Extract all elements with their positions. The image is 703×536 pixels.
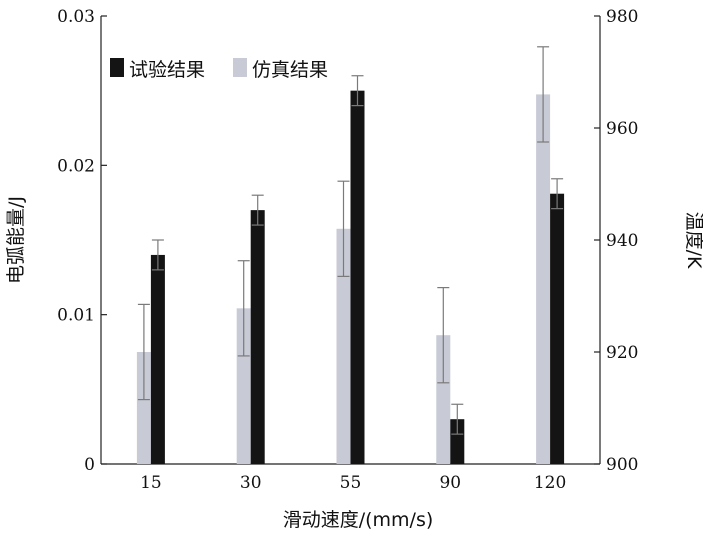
tick-labels: 0 0.01 0.02 0.03 900 920 940 960 980 15 30 55 90 120 [57,7,638,493]
error-bars [137,46,564,435]
simulation-bar [436,335,451,464]
legend-label-experiment: 试验结果 [129,59,205,81]
right-tick-label: 980 [606,7,638,27]
right-tick-label: 940 [606,231,638,251]
left-tick-label: 0.03 [57,7,95,27]
x-tick-label: 120 [534,473,566,493]
x-tick-label: 90 [439,473,461,493]
x-tick-label: 30 [240,473,262,493]
simulation-bar [136,352,151,464]
simulation-bar [536,94,551,465]
bars [136,90,565,465]
experiment-bar [550,193,565,464]
left-tick-label: 0.02 [57,156,95,176]
experiment-bar [250,210,265,464]
x-tick-label: 15 [140,473,162,493]
left-tick-label: 0.01 [57,306,95,326]
x-tick-label: 55 [340,473,362,493]
legend-label-simulation: 仿真结果 [252,59,328,81]
experiment-bar [150,254,165,464]
right-tick-label: 960 [606,119,638,139]
left-axis-title: 电弧能量/J [5,196,27,284]
left-tick-label: 0 [84,455,95,475]
x-axis-title: 滑动速度/(mm/s) [283,509,434,531]
right-tick-label: 900 [606,455,638,475]
legend-swatch-experiment [110,58,124,77]
right-axis-title: 温度/K [683,212,703,269]
legend-swatch-simulation [233,58,247,77]
experiment-bar [350,90,365,465]
legend: 试验结果 仿真结果 [110,58,328,81]
right-tick-label: 920 [606,343,638,363]
simulation-bar [336,228,351,464]
simulation-bar [236,308,251,464]
experiment-bar [450,419,465,464]
